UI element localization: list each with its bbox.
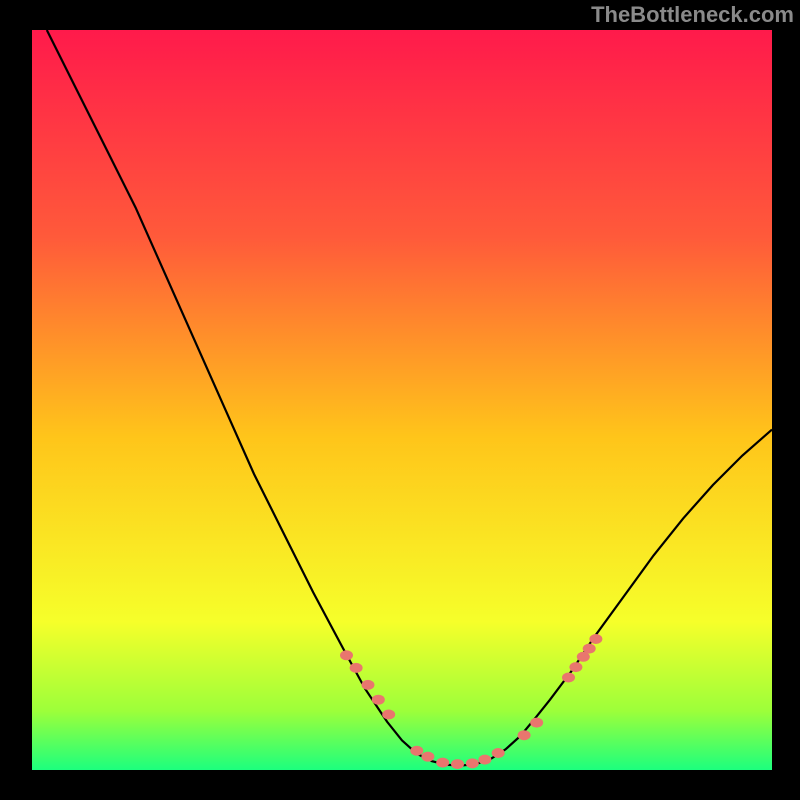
bottleneck-curve: [47, 30, 772, 766]
curve-marker: [466, 758, 479, 768]
curve-marker: [492, 748, 505, 758]
curve-marker: [410, 746, 423, 756]
curve-marker: [518, 730, 531, 740]
curve-marker: [451, 759, 464, 769]
curve-marker: [382, 709, 395, 719]
plot-area: [32, 30, 772, 770]
curve-marker: [340, 650, 353, 660]
curve-marker: [478, 755, 491, 765]
curve-marker: [569, 662, 582, 672]
curve-marker: [350, 663, 363, 673]
curve-svg: [32, 30, 772, 770]
curve-markers: [340, 634, 602, 769]
curve-marker: [361, 680, 374, 690]
curve-marker: [436, 758, 449, 768]
curve-marker: [372, 695, 385, 705]
curve-marker: [562, 672, 575, 682]
curve-marker: [583, 644, 596, 654]
chart-frame: { "watermark": { "text": "TheBottleneck.…: [0, 0, 800, 800]
curve-marker: [530, 718, 543, 728]
curve-marker: [589, 634, 602, 644]
curve-marker: [421, 752, 434, 762]
watermark-text: TheBottleneck.com: [591, 2, 794, 28]
